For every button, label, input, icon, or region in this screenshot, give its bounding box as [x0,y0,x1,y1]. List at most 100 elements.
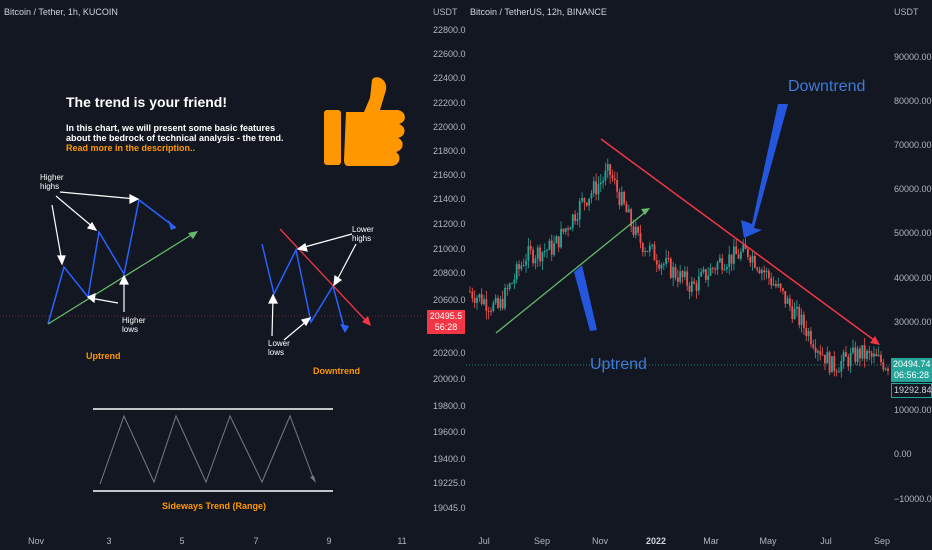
candle-body [569,227,572,230]
left-y-tick: 19600.0 [433,427,466,437]
candle-body [791,306,794,320]
candle-body [725,266,728,270]
candle-body [543,250,546,252]
left-y-tick: 19400.0 [433,454,466,464]
candle-body [662,263,665,265]
candle-body [562,228,565,232]
higher-lows-arrows [86,274,129,312]
candle-body [506,287,509,290]
left-x-tick: 11 [397,536,407,546]
uptrend-zigzag-arrowhead [168,220,176,230]
left-y-tick: 21200.0 [433,219,466,229]
candle-body [632,226,635,235]
right-price-tag: 20494.74 06:56:28 [891,358,932,382]
candle-body [793,308,796,320]
candle-body [508,283,511,290]
left-y-tick: 20200.0 [433,348,466,358]
candle-body [597,184,600,195]
sideways-label: Sideways Trend (Range) [162,501,267,511]
left-body-line1: In this chart, we will present some basi… [66,123,276,133]
right-currency-label: USDT [894,7,919,17]
right-uptrend-line [495,209,649,334]
candle-body [557,236,560,248]
right-y-tick: 0.00 [894,449,912,459]
candle-body [555,236,558,244]
right-y-tick: 30000.00 [894,317,932,327]
downtrend-resistance-line [279,228,370,325]
candle-body [494,298,497,303]
candle-body [553,243,555,255]
candle-body [471,291,474,299]
candle-body [630,209,633,227]
candle-body [819,351,822,355]
candle-body [513,279,516,284]
left-y-tick: 21400.0 [433,194,466,204]
lower-lows-label: Lower lows [268,339,290,357]
candle-body [852,347,854,353]
right-y-tick: 70000.00 [894,140,932,150]
uptrend-pointer-arrow [574,262,597,331]
candle-body [492,302,495,311]
left-y-tick: 22200.0 [433,98,466,108]
candle-body [798,306,801,325]
higher-highs-arrows [51,191,140,266]
downtrend-zigzag [261,243,346,332]
candle-body [737,254,740,259]
candle-body [634,226,637,235]
candle-body [637,226,640,233]
candle-body [842,352,845,362]
right-downtrend-line [600,138,879,344]
candle-body [856,348,859,363]
candle-body [732,246,735,264]
candle-body [480,294,483,305]
left-y-tick: 21000.0 [433,244,466,254]
range-zigzag [99,414,315,485]
right-chart-panel[interactable]: Bitcoin / TetherUS, 12h, BINANCE USDT Up… [466,0,932,550]
lower-lows-arrows [268,293,312,341]
candle-body [751,255,754,263]
candle-body [497,298,499,308]
downtrend-resistance-arrowhead [362,316,371,326]
candle-body [702,269,705,272]
candle-body [476,297,478,303]
candle-body [721,258,724,271]
candle-body [501,298,504,309]
candle-body [529,245,532,250]
candle-body [880,354,882,363]
candle-body [658,264,661,269]
left-y-tick: 19800.0 [433,401,466,411]
candle-body [483,299,485,305]
candle-body [590,193,593,199]
left-downtrend-label: Downtrend [313,366,360,376]
candle-body [574,214,576,221]
downtrend-zigzag-arrowhead [340,324,349,333]
candle-body [777,283,780,287]
candle-body [868,350,871,353]
left-price-tag: 20495.5 56:28 [427,310,465,334]
right-x-tick: Mar [703,536,719,546]
candle-body [875,353,878,357]
candle-body [602,180,605,183]
candle-body [504,287,506,309]
candle-body [812,344,815,348]
candle-body [686,271,689,286]
uptrend-zigzag [47,198,177,325]
left-currency-label: USDT [433,7,458,17]
candle-body [571,214,574,228]
candle-body [618,191,621,206]
candle-body [882,362,885,370]
right-x-tick: Sep [873,536,891,546]
candle-body [863,345,866,359]
left-chart-panel[interactable]: Bitcoin / Tether, 1h, KUCOIN USDT [0,0,466,550]
candle-body [866,350,868,359]
candle-body [623,191,626,204]
candle-body [583,198,586,203]
candle-body [695,283,698,291]
right-y-tick: 10000.00 [894,405,932,415]
candle-body [714,268,717,270]
candle-body [884,368,887,370]
right-y-tick: 60000.00 [894,184,932,194]
candle-body [859,348,861,359]
right-downtrend-label: Downtrend [788,78,866,95]
thumbs-up-icon [324,77,405,166]
